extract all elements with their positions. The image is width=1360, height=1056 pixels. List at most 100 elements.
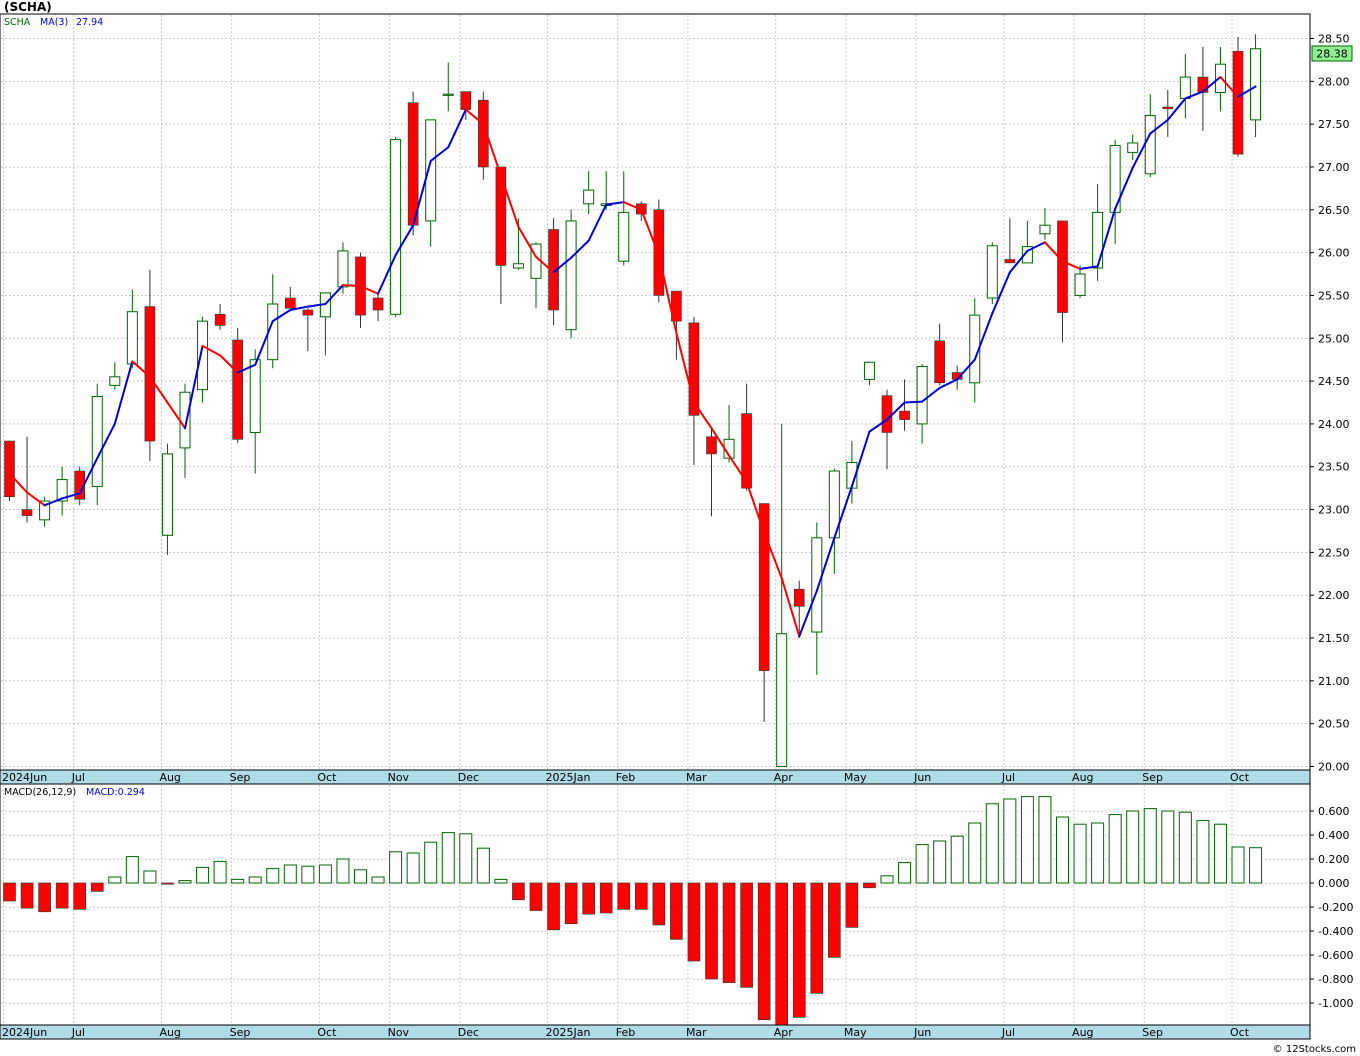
ma-segment — [1184, 90, 1204, 100]
macd-ytick-label: 0.000 — [1318, 877, 1350, 890]
ma-segment — [61, 492, 81, 500]
price-ytick-label: 25.00 — [1318, 332, 1350, 345]
ma-segment — [78, 457, 99, 495]
ma-segment — [780, 577, 801, 638]
ma-segment — [886, 401, 906, 421]
candle-body-up — [1250, 48, 1262, 121]
macd-bar-positive — [494, 878, 508, 884]
macd-bar-positive — [1091, 822, 1105, 884]
ma-segment — [728, 454, 748, 484]
candle-body-down — [284, 297, 296, 309]
candle — [161, 443, 173, 555]
ma-segment — [605, 201, 625, 206]
candle-body-down — [21, 509, 33, 516]
price-ytick-label: 25.50 — [1318, 289, 1350, 302]
macd-bar-positive — [1126, 810, 1140, 884]
macd-bar-positive — [196, 866, 210, 884]
price-x-label: Jul — [71, 771, 85, 784]
price-x-label: Jul — [1001, 771, 1015, 784]
candle-body-up — [91, 396, 103, 487]
candle-body-down — [1004, 259, 1016, 264]
ma-segment — [517, 225, 537, 258]
macd-x-label: Nov — [388, 1026, 410, 1039]
macd-bar-positive — [178, 880, 192, 884]
macd-bar-positive — [880, 875, 894, 884]
candle-body-up — [1021, 246, 1033, 264]
macd-legend-value: MACD:0.294 — [86, 787, 145, 798]
price-x-label: Nov — [388, 771, 410, 784]
ma-segment — [815, 536, 836, 592]
legend-symbol: SCHA — [4, 17, 31, 28]
macd-bar-positive — [143, 870, 157, 884]
candle — [583, 171, 595, 215]
candle-body-up — [109, 376, 121, 386]
candle — [1162, 89, 1174, 137]
macd-bar-positive — [1143, 808, 1157, 884]
ma-segment — [535, 255, 555, 274]
macd-ytick-label: -0.200 — [1318, 901, 1353, 914]
ma-segment — [868, 418, 888, 433]
candle-body-down — [4, 440, 15, 498]
price-x-label: May — [844, 771, 867, 784]
candle-body-down — [706, 436, 717, 455]
ma-segment — [131, 360, 151, 378]
candle — [653, 199, 665, 303]
ma-segment — [1237, 85, 1257, 98]
candle-body-down — [548, 229, 559, 311]
candle — [197, 316, 209, 403]
ma-segment — [552, 256, 573, 274]
candle — [478, 91, 489, 180]
macd-bar-negative — [582, 882, 595, 915]
ma-segment — [1219, 76, 1239, 98]
price-x-label: Aug — [159, 771, 180, 784]
macd-bar-positive — [1196, 820, 1210, 884]
candle-body-down — [793, 588, 805, 607]
ma-segment — [921, 386, 941, 403]
price-x-label: 2025Jan — [546, 771, 591, 784]
macd-x-label: Jul — [1001, 1026, 1015, 1039]
macd-bar-negative — [634, 882, 648, 910]
macd-bar-negative — [617, 882, 631, 910]
candle-body-up — [390, 139, 402, 315]
candle-body-down — [1197, 76, 1209, 93]
macd-bar-negative — [740, 882, 753, 988]
ma-segment — [850, 430, 871, 488]
candle-body-down — [1162, 106, 1174, 110]
price-ytick-label: 24.50 — [1318, 375, 1350, 388]
macd-x-label: Jul — [71, 1026, 85, 1039]
candle-body-up — [442, 93, 454, 96]
candle — [214, 304, 226, 330]
candle-body-up — [179, 391, 191, 449]
candle-body-down — [758, 503, 770, 671]
candle-body-down — [495, 166, 507, 266]
candle-body-up — [618, 211, 630, 262]
macd-x-label: Jun — [913, 1026, 931, 1039]
price-ytick-label: 28.00 — [1318, 75, 1350, 88]
candle-body-up — [776, 633, 788, 768]
ma-segment — [1096, 207, 1117, 268]
macd-x-label: Aug — [159, 1026, 180, 1039]
macd-bar-positive — [283, 864, 297, 884]
macd-bar-negative — [547, 882, 560, 931]
ma-segment — [710, 427, 731, 457]
ma-segment — [1026, 241, 1046, 252]
candle-body-down — [460, 91, 472, 110]
candle — [495, 166, 507, 305]
macd-ytick-label: -0.800 — [1318, 973, 1353, 986]
ma-segment — [8, 472, 29, 494]
ma-segment — [306, 303, 327, 308]
macd-ytick-label: -1.000 — [1318, 997, 1353, 1010]
macd-bar-positive — [318, 864, 332, 884]
macd-bar-positive — [266, 868, 280, 884]
macd-bar-positive — [424, 841, 438, 884]
ma-segment — [587, 203, 608, 242]
candle — [1004, 218, 1016, 264]
last-price-label: 28.38 — [1316, 48, 1348, 61]
ma-segment — [377, 254, 397, 295]
macd-bar-negative — [863, 882, 876, 889]
price-ytick-label: 27.00 — [1318, 161, 1350, 174]
macd-bar-negative — [73, 882, 86, 910]
ma-segment — [903, 400, 924, 404]
candle-body-up — [986, 245, 998, 299]
price-x-label: Apr — [774, 771, 794, 784]
